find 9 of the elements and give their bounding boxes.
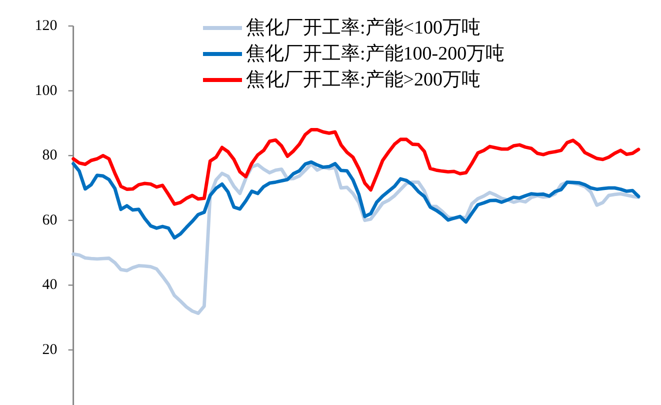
- legend-label: 焦化厂开工率:产能100-200万吨: [246, 44, 505, 64]
- y-tick-label: 20: [42, 342, 58, 358]
- y-tick-label: 40: [42, 277, 58, 294]
- y-tick-label: 60: [42, 212, 58, 228]
- y-tick-label: 100: [34, 82, 58, 99]
- legend-label: 焦化厂开工率:产能>200万吨: [246, 70, 480, 90]
- y-tick-label: 120: [34, 18, 58, 34]
- legend-label: 焦化厂开工率:产能<100万吨: [246, 18, 480, 38]
- y-tick-label: 80: [42, 148, 58, 164]
